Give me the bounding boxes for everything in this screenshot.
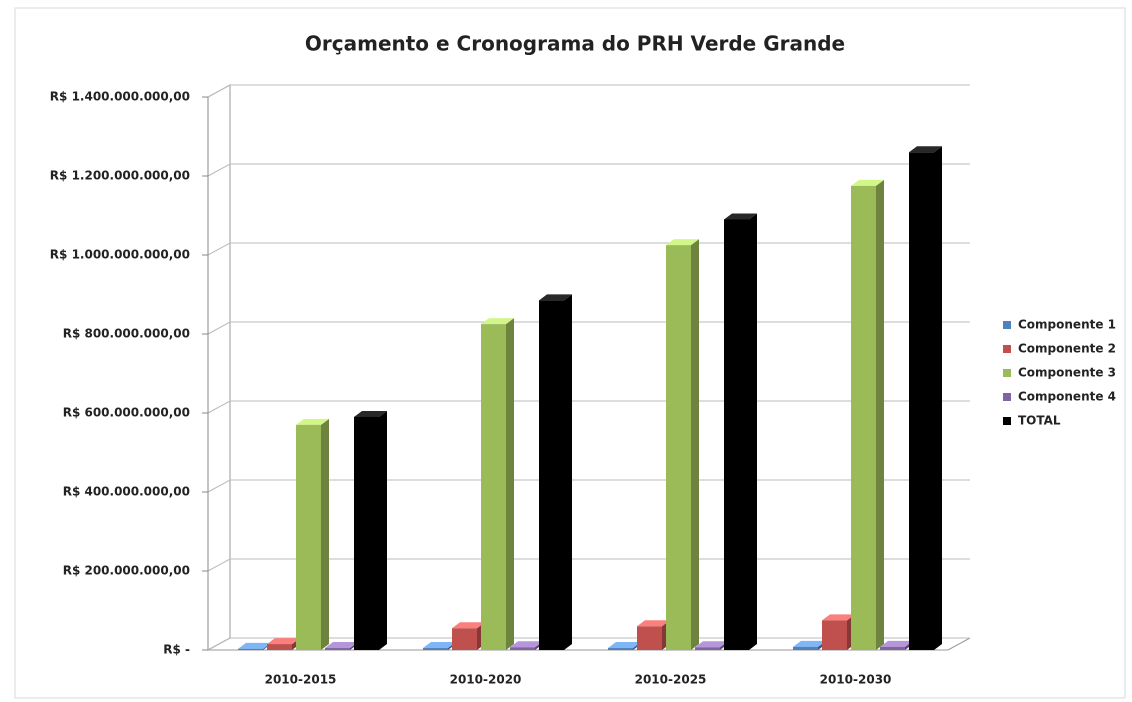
grid-line <box>207 242 970 256</box>
bar-side <box>379 410 387 650</box>
x-tick-label: 2010-2025 <box>635 673 707 687</box>
legend-swatch <box>1003 345 1011 353</box>
bar-top <box>909 146 942 153</box>
bar-side <box>691 239 699 650</box>
x-tick-label: 2010-2030 <box>820 673 892 687</box>
bar <box>851 185 876 650</box>
bar-top <box>238 642 271 649</box>
bar-top <box>637 620 670 627</box>
bar <box>724 219 749 650</box>
bar <box>238 648 263 650</box>
grid-line <box>207 558 970 572</box>
bar-top <box>325 642 358 649</box>
bar-top <box>880 640 913 647</box>
bar-top <box>724 213 757 220</box>
grid-line <box>207 637 970 651</box>
legend-label: Componente 4 <box>1018 390 1116 404</box>
bar-top <box>267 638 300 645</box>
bar <box>354 416 379 650</box>
bar-top <box>296 418 329 425</box>
bar <box>608 648 633 650</box>
bar <box>666 245 691 650</box>
legend-swatch <box>1003 321 1011 329</box>
y-tick-label: R$ 1.400.000.000,00 <box>50 90 190 104</box>
bar <box>637 626 662 650</box>
y-tick-label: R$ 200.000.000,00 <box>63 564 190 578</box>
bar-top <box>822 614 855 621</box>
legend-label: Componente 1 <box>1018 318 1116 332</box>
bar-top <box>793 640 826 647</box>
y-tick-label: R$ 1.000.000.000,00 <box>50 248 190 262</box>
bar <box>296 424 321 650</box>
y-tick-label: R$ - <box>163 643 190 657</box>
bar-top <box>666 239 699 246</box>
legend-label: Componente 2 <box>1018 342 1116 356</box>
bar <box>510 647 535 650</box>
bar <box>267 644 292 650</box>
y-tick-label: R$ 800.000.000,00 <box>63 327 190 341</box>
bar-top <box>510 641 543 648</box>
legend-label: Componente 3 <box>1018 366 1116 380</box>
bar <box>909 152 934 651</box>
y-tick-label: R$ 1.200.000.000,00 <box>50 169 190 183</box>
legend-swatch <box>1003 417 1011 425</box>
legend-label: TOTAL <box>1018 414 1061 428</box>
bar-side <box>749 213 757 650</box>
y-tick-label: R$ 600.000.000,00 <box>63 406 190 420</box>
bar-side <box>564 294 572 650</box>
x-tick-label: 2010-2020 <box>450 673 522 687</box>
bar <box>880 646 905 650</box>
chart-title: Orçamento e Cronograma do PRH Verde Gran… <box>305 32 845 56</box>
y-tick-label: R$ 400.000.000,00 <box>63 485 190 499</box>
grid-line <box>207 84 970 98</box>
bar-top <box>452 622 485 629</box>
bar-top <box>354 410 387 417</box>
legend-swatch <box>1003 369 1011 377</box>
bar-side <box>934 146 942 651</box>
legend-swatch <box>1003 393 1011 401</box>
bar-side <box>321 418 329 650</box>
x-tick-label: 2010-2015 <box>265 673 337 687</box>
grid-line <box>207 321 970 335</box>
bar-side <box>506 318 514 650</box>
bar-top <box>851 179 884 186</box>
bar-top <box>539 294 572 301</box>
bar-top <box>695 641 728 648</box>
bar <box>452 628 477 650</box>
bar <box>822 620 847 650</box>
bar <box>539 300 564 650</box>
grid-line <box>207 479 970 493</box>
bar-top <box>481 318 514 325</box>
bar-top <box>608 642 641 649</box>
grid-line <box>207 163 970 177</box>
bar <box>793 646 818 650</box>
bar-top <box>423 642 456 649</box>
bar-side <box>876 179 884 650</box>
bar <box>695 647 720 650</box>
bar <box>481 324 506 650</box>
bar <box>423 648 448 650</box>
grid-line <box>207 400 970 414</box>
bar <box>325 648 350 650</box>
